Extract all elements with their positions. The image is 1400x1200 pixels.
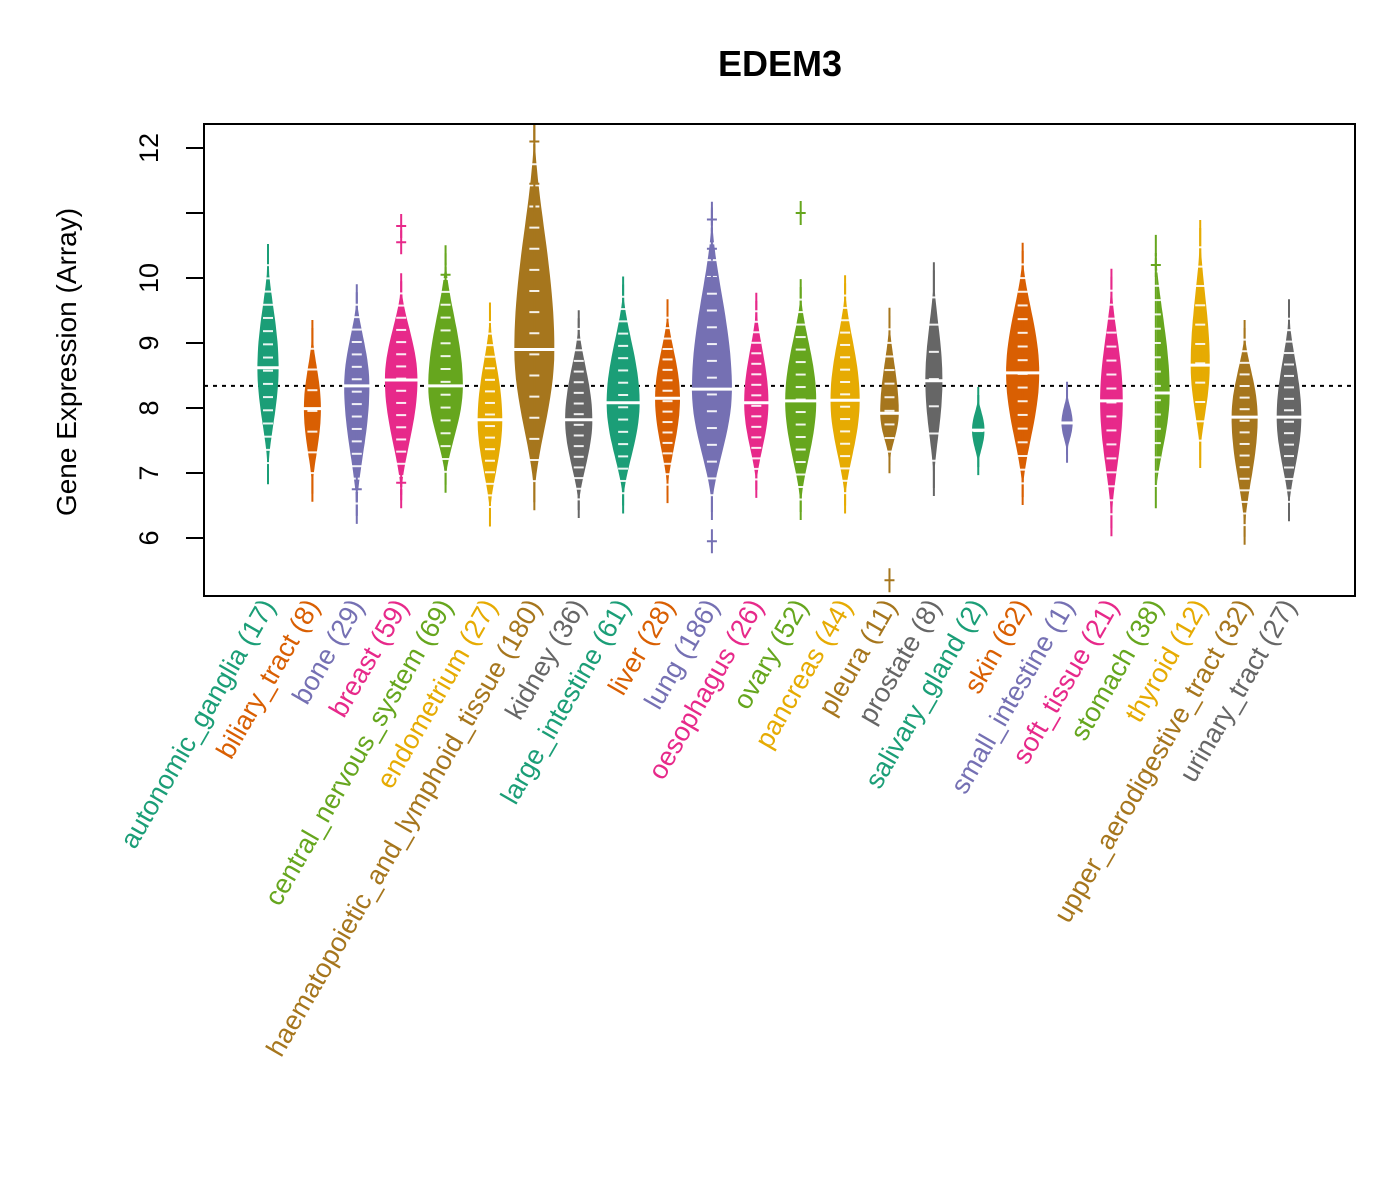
violin-lung [689,201,734,554]
violin-skin [1004,242,1042,506]
violin-autonomic_ganglia [255,244,281,485]
violin-urinary_tract [1274,299,1304,522]
plot-area [204,124,1355,593]
violin-stomach [1139,234,1172,509]
violin-large_intestine [604,276,642,514]
violin-breast [382,214,420,509]
y-tick-label: 10 [134,263,164,293]
violin-pancreas [828,275,862,514]
violin-thyroid [1188,219,1212,468]
y-axis-label: Gene Expression (Array) [51,208,82,516]
y-tick-label: 12 [134,133,164,163]
violin-upper_aerodigestive_tract [1229,320,1260,545]
plot-frame [203,123,1356,597]
violin-kidney [563,310,595,519]
violins-group [204,124,1355,593]
violin-prostate [923,262,945,496]
violin-soft_tissue [1098,268,1125,537]
violin-central_nervous_system [426,245,465,493]
y-axis: 6 7 8 9 10 12 [134,133,204,546]
violin-body [1156,242,1170,494]
y-tick-label: 9 [134,335,164,350]
violin-pleura [878,307,901,593]
chart-title: EDEM3 [718,43,842,84]
violin-salivary_gland [969,387,987,476]
violin-endometrium [475,302,505,527]
violin-biliary_tract [301,320,323,502]
violin-liver [653,299,682,504]
y-tick-label: 6 [134,530,164,545]
violin-bone [342,284,372,524]
violin-ovary [783,201,819,520]
violin-small_intestine [1059,381,1075,463]
violin-haematopoietic_and_lymphoid_tissue [512,124,557,511]
y-tick-label: 8 [134,400,164,415]
x-axis-category-labels: autonomic_ganglia (17)biliary_tract (8)b… [114,594,1302,1061]
y-tick-label: 7 [134,465,164,480]
violin-oesophagus [742,292,771,498]
